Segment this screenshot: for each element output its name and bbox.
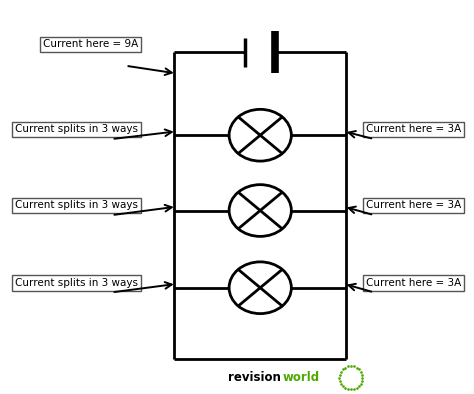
Text: Current splits in 3 ways: Current splits in 3 ways: [15, 278, 138, 288]
Text: world: world: [283, 371, 319, 384]
Text: Current here = 9A: Current here = 9A: [43, 39, 138, 50]
Text: Current here = 3A: Current here = 3A: [366, 278, 461, 288]
Text: Current here = 3A: Current here = 3A: [366, 201, 461, 210]
Text: Current here = 3A: Current here = 3A: [366, 125, 461, 134]
Text: revision: revision: [228, 371, 281, 384]
Text: Current splits in 3 ways: Current splits in 3 ways: [15, 125, 138, 134]
Text: Current splits in 3 ways: Current splits in 3 ways: [15, 201, 138, 210]
